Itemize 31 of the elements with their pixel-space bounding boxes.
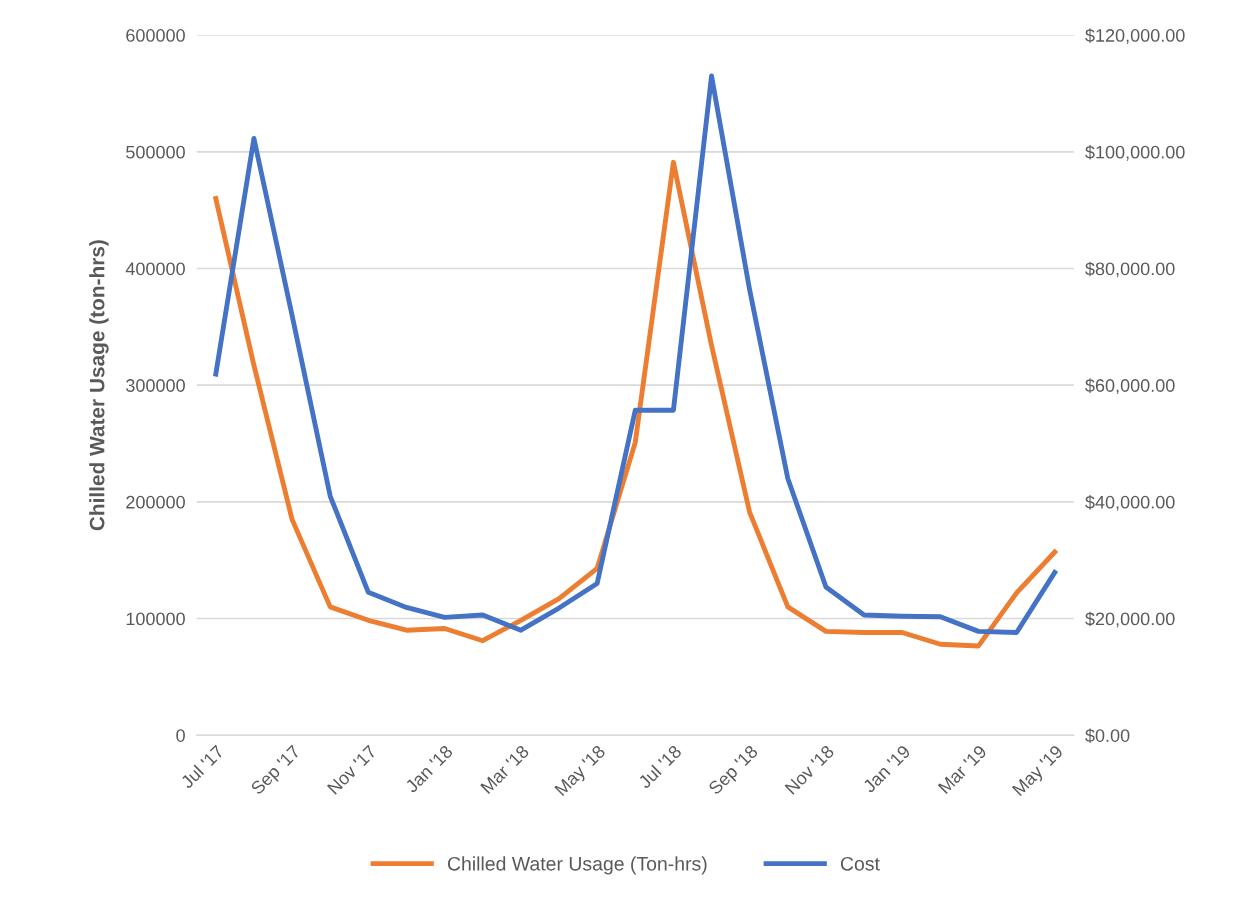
y2-tick-label: $0.00 [1085, 728, 1130, 744]
x-tick-label: Mar '18 [480, 744, 530, 795]
x-tick-label: Jan '18 [404, 744, 454, 794]
y2-tick-label: $40,000.00 [1085, 495, 1175, 511]
x-tick-label: Sep '17 [250, 744, 304, 798]
line-series [213, 73, 1058, 635]
x-tick-label: Sep '18 [707, 744, 762, 798]
x-tick-label: Jul '17 [179, 744, 225, 790]
x-tick-label: May '18 [554, 744, 609, 799]
y-tick-label: 200000 [126, 495, 185, 509]
y-tick-label: 400000 [125, 262, 185, 276]
y-tick-label: 100000 [126, 612, 185, 626]
x-tick-label: Nov '17 [326, 744, 378, 795]
y2-tick-label: $20,000.00 [1085, 611, 1175, 628]
y-axis-title: Chilled Water Usage (ton-hrs) [89, 240, 109, 531]
y-tick-label: 600000 [126, 29, 185, 42]
x-tick-label: Jan '19 [861, 744, 911, 794]
x-tick-label: Mar '19 [937, 744, 988, 795]
legend-label: Cost [840, 856, 880, 871]
y2-tick-label: $60,000.00 [1085, 378, 1175, 395]
line-series [213, 159, 1058, 649]
x-tick-label: May '19 [1011, 744, 1067, 799]
y-tick-label: 0 [176, 729, 185, 742]
y-tick-label: 300000 [126, 379, 185, 392]
y2-tick-label: $120,000.00 [1085, 28, 1185, 44]
legend-label: Chilled Water Usage (Ton-hrs) [447, 856, 707, 875]
y2-tick-label: $100,000.00 [1085, 144, 1185, 161]
x-tick-label: Nov '18 [784, 744, 835, 795]
x-tick-label: Jul '18 [637, 744, 683, 790]
y-tick-label: 500000 [126, 145, 185, 159]
y2-tick-label: $80,000.00 [1085, 261, 1175, 278]
